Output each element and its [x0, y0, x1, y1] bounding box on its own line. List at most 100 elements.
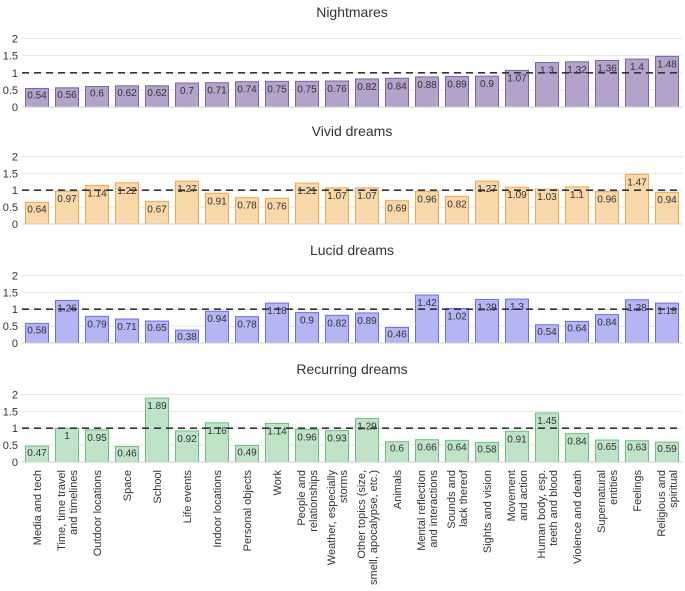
data-label: 0.92	[177, 434, 197, 445]
data-label: 0.67	[147, 204, 167, 215]
data-label: 1.27	[477, 184, 497, 195]
data-label: 0.64	[447, 442, 467, 453]
data-label: 0.62	[147, 88, 167, 99]
data-label: 0.89	[447, 80, 467, 91]
data-label: 1.29	[477, 302, 497, 313]
y-tick-label: 1.5	[3, 406, 18, 418]
y-tick-label: 1	[12, 304, 18, 316]
data-label: 1	[64, 431, 70, 442]
data-label: 0.46	[117, 448, 137, 459]
y-tick-label: 0.5	[3, 321, 18, 333]
category-label: storms	[338, 470, 350, 504]
category-label: Sights and vision	[482, 470, 494, 553]
data-label: 0.64	[567, 323, 587, 334]
category-label: Media and tech	[32, 470, 44, 545]
category-label: Supernatural	[596, 470, 608, 533]
data-label: 0.64	[27, 204, 47, 215]
data-label: 0.38	[177, 332, 197, 343]
data-label: 0.96	[297, 433, 317, 444]
data-label: 1.36	[597, 63, 617, 74]
data-label: 0.6	[90, 88, 104, 99]
y-tick-label: 0.5	[3, 202, 18, 214]
data-label: 0.9	[300, 316, 314, 327]
category-label: Time, time travel	[56, 470, 68, 551]
data-label: 0.76	[327, 84, 347, 95]
y-tick-label: 1	[12, 185, 18, 197]
category-label: Mental reflection	[416, 470, 428, 551]
y-tick-label: 2	[12, 270, 18, 282]
y-tick-label: 0	[12, 102, 18, 114]
data-label: 0.47	[27, 448, 47, 459]
data-label: 1.3	[510, 302, 524, 313]
data-label: 0.96	[417, 195, 437, 206]
data-label: 0.89	[357, 316, 377, 327]
panel-title: Nightmares	[316, 4, 388, 20]
data-label: 0.96	[597, 195, 617, 206]
data-label: 0.58	[27, 325, 47, 336]
data-label: 0.63	[627, 443, 647, 454]
data-label: 0.75	[267, 84, 287, 95]
data-label: 0.58	[477, 444, 497, 455]
data-label: 0.66	[417, 443, 437, 454]
data-label: 0.79	[87, 319, 107, 330]
data-label: 0.84	[567, 437, 587, 448]
category-label: Violence and death	[572, 470, 584, 564]
data-label: 0.69	[387, 204, 407, 215]
data-label: 0.91	[507, 434, 527, 445]
data-label: 0.91	[207, 196, 227, 207]
data-label: 1.07	[327, 191, 347, 202]
data-label: 1.1	[570, 190, 584, 201]
data-label: 0.82	[327, 318, 347, 329]
data-label: 1.32	[567, 65, 587, 76]
category-label: Religious and	[656, 470, 668, 537]
y-tick-label: 2	[12, 389, 18, 401]
category-label: teeth and blood	[548, 470, 560, 546]
y-tick-label: 0	[12, 457, 18, 469]
data-label: 0.78	[237, 320, 257, 331]
category-label: and action	[518, 470, 530, 521]
data-label: 1.27	[177, 184, 197, 195]
category-label: spiritual	[668, 470, 680, 508]
category-label: Personal objects	[242, 470, 254, 552]
data-label: 0.75	[297, 84, 317, 95]
category-label: Animals	[392, 470, 404, 510]
data-label: 1.45	[537, 416, 557, 427]
data-label: 0.54	[27, 91, 47, 102]
category-label: and interactions	[428, 470, 440, 548]
data-label: 0.76	[267, 201, 287, 212]
data-label: 0.78	[237, 201, 257, 212]
category-label: Work	[272, 470, 284, 496]
category-label: Sounds and	[446, 470, 458, 529]
category-label: smell, apocalypse, etc.)	[368, 470, 380, 585]
data-label: 0.6	[390, 444, 404, 455]
data-label: 0.95	[87, 433, 107, 444]
data-label: 1.16	[207, 426, 227, 437]
category-label: Feelings	[632, 470, 644, 512]
category-label: and timelines	[68, 470, 80, 535]
data-label: 1.09	[507, 190, 527, 201]
category-label: Space	[122, 470, 134, 501]
y-tick-label: 1	[12, 68, 18, 80]
y-tick-label: 0.5	[3, 85, 18, 97]
data-label: 0.84	[387, 81, 407, 92]
data-label: 1.29	[357, 421, 377, 432]
y-tick-label: 0	[12, 219, 18, 231]
data-label: 0.62	[117, 88, 137, 99]
y-tick-label: 1.5	[3, 168, 18, 180]
data-label: 0.7	[180, 86, 194, 97]
data-label: 0.59	[657, 444, 677, 455]
data-label: 1.07	[357, 191, 377, 202]
category-label: entities	[608, 470, 620, 505]
data-label: 1.18	[267, 306, 287, 317]
category-label: Weather, especially	[326, 470, 338, 566]
category-label: Outdoor locations	[92, 470, 104, 557]
data-label: 0.94	[657, 195, 677, 206]
category-label: School	[152, 470, 164, 504]
panel-title: Lucid dreams	[310, 242, 394, 258]
data-label: 0.93	[327, 434, 347, 445]
data-label: 0.88	[417, 80, 437, 91]
data-label: 1.4	[630, 62, 644, 73]
y-tick-label: 2	[12, 34, 18, 46]
data-label: 1.47	[627, 177, 647, 188]
data-label: 1.02	[447, 312, 467, 323]
